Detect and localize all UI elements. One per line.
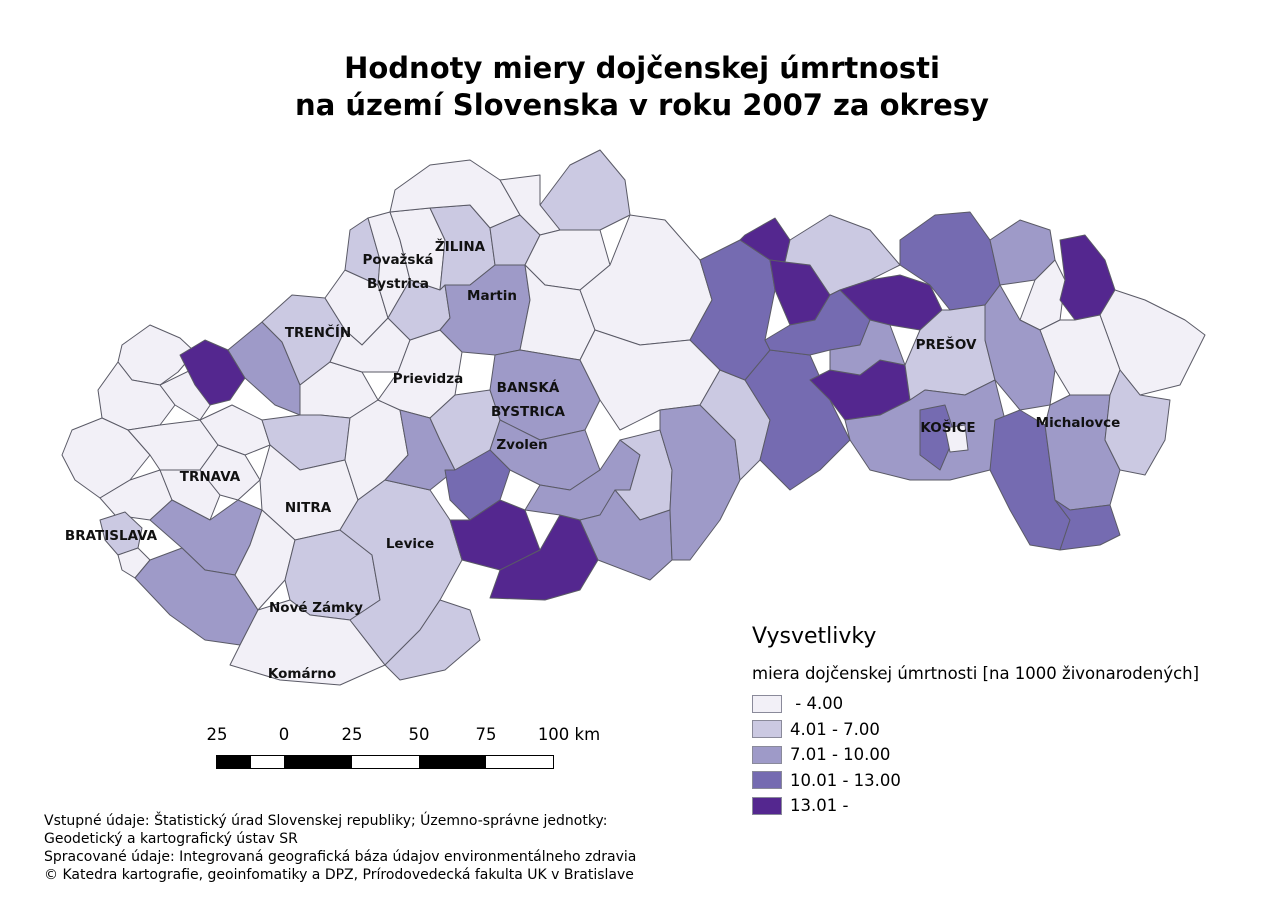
city-label-povazska-bystrica-1: Považská bbox=[362, 252, 433, 268]
district-polygon bbox=[984, 284, 1056, 411]
scale-bar: 25 0 25 50 75 100 km bbox=[200, 725, 620, 775]
credits-line: Vstupné údaje: Štatistický úrad Slovensk… bbox=[44, 813, 608, 829]
scale-label: 100 km bbox=[537, 725, 601, 744]
district-polygon bbox=[384, 599, 481, 681]
scale-segment bbox=[486, 756, 553, 768]
legend-swatch bbox=[752, 745, 782, 764]
legend-items: - 4.00 4.01 - 7.00 7.01 - 10.00 10.01 - … bbox=[752, 691, 1272, 819]
legend-swatch bbox=[752, 771, 782, 790]
credits-line: Geodetický a kartografický ústav SR bbox=[44, 831, 298, 847]
city-label-banska-bystrica-1: BANSKÁ bbox=[497, 379, 560, 396]
district-polygon bbox=[1104, 369, 1171, 476]
legend-swatch bbox=[752, 796, 782, 815]
map-title-line-2: na území Slovenska v roku 2007 za okresy bbox=[295, 88, 989, 122]
city-label-kosice: KOŠICE bbox=[920, 418, 975, 436]
city-label-nitra: NITRA bbox=[285, 500, 332, 516]
district-polygons bbox=[61, 149, 1206, 686]
city-label-presov: PREŠOV bbox=[916, 335, 977, 353]
city-label-povazska-bystrica-2: Bystrica bbox=[367, 276, 429, 292]
credits-line: © Katedra kartografie, geoinfomatiky a D… bbox=[44, 867, 634, 883]
scale-segment bbox=[251, 756, 284, 768]
district-polygon bbox=[159, 469, 221, 521]
scale-bar-labels: 25 0 25 50 75 100 km bbox=[200, 725, 620, 749]
legend-item-label: 4.01 - 7.00 bbox=[790, 719, 880, 739]
legend-item-label: 13.01 - bbox=[790, 796, 849, 816]
city-label-komarno: Komárno bbox=[268, 666, 336, 682]
scale-label: 50 bbox=[408, 725, 430, 744]
scale-label: 25 bbox=[341, 725, 363, 744]
city-label-zilina: ŽILINA bbox=[435, 238, 486, 255]
legend-item: 10.01 - 13.00 bbox=[752, 768, 1272, 794]
city-label-trnava: TRNAVA bbox=[180, 469, 241, 485]
legend-item: 4.01 - 7.00 bbox=[752, 717, 1272, 743]
city-label-levice: Levice bbox=[386, 536, 434, 552]
scale-segment bbox=[419, 756, 486, 768]
credits-line: Spracované údaje: Integrovaná geografick… bbox=[44, 849, 637, 865]
scale-segment bbox=[352, 756, 419, 768]
map-title-line-1: Hodnoty miery dojčenskej úmrtnosti bbox=[344, 51, 940, 85]
legend-item: - 4.00 bbox=[752, 691, 1272, 717]
city-label-michalovce: Michalovce bbox=[1036, 415, 1121, 431]
legend-item-label: - 4.00 bbox=[790, 694, 844, 714]
legend-swatch bbox=[752, 694, 782, 713]
legend-item-label: 10.01 - 13.00 bbox=[790, 770, 901, 790]
scale-segment bbox=[217, 756, 251, 768]
district-polygon bbox=[1054, 499, 1121, 551]
city-label-martin: Martin bbox=[467, 288, 517, 304]
scale-label: 0 bbox=[278, 725, 290, 744]
scale-bar-graphic bbox=[216, 755, 554, 769]
legend-item: 7.01 - 10.00 bbox=[752, 742, 1272, 768]
city-label-bratislava: BRATISLAVA bbox=[65, 528, 158, 544]
district-polygon bbox=[444, 449, 511, 521]
district-polygon bbox=[449, 499, 541, 571]
scale-label: 75 bbox=[475, 725, 497, 744]
legend-item-label: 7.01 - 10.00 bbox=[790, 745, 891, 765]
district-polygon bbox=[919, 404, 956, 471]
district-polygon bbox=[944, 424, 969, 453]
legend-item: 13.01 - bbox=[752, 793, 1272, 819]
legend-swatch bbox=[752, 720, 782, 739]
city-label-nove-zamky: Nové Zámky bbox=[269, 600, 363, 616]
city-label-trencin: TRENČÍN bbox=[285, 323, 351, 341]
city-labels: ŽILINA Považská Bystrica Martin TRENČÍN … bbox=[65, 238, 1120, 682]
legend: Vysvetlivky miera dojčenskej úmrtnosti [… bbox=[752, 622, 1272, 819]
legend-title: Vysvetlivky bbox=[752, 624, 877, 649]
scale-label: 25 bbox=[206, 725, 228, 744]
city-label-prievidza: Prievidza bbox=[393, 371, 463, 387]
district-polygon bbox=[539, 149, 631, 231]
legend-subtitle: miera dojčenskej úmrtnosti [na 1000 živo… bbox=[752, 664, 1200, 683]
map-title: Hodnoty miery dojčenskej úmrtnosti na úz… bbox=[0, 50, 1280, 124]
credits: Vstupné údaje: Štatistický úrad Slovensk… bbox=[44, 812, 636, 884]
scale-segment bbox=[284, 756, 352, 768]
city-label-banska-bystrica-2: BYSTRICA bbox=[491, 404, 566, 420]
district-polygon bbox=[179, 339, 246, 406]
city-label-zvolen: Zvolen bbox=[496, 437, 547, 453]
